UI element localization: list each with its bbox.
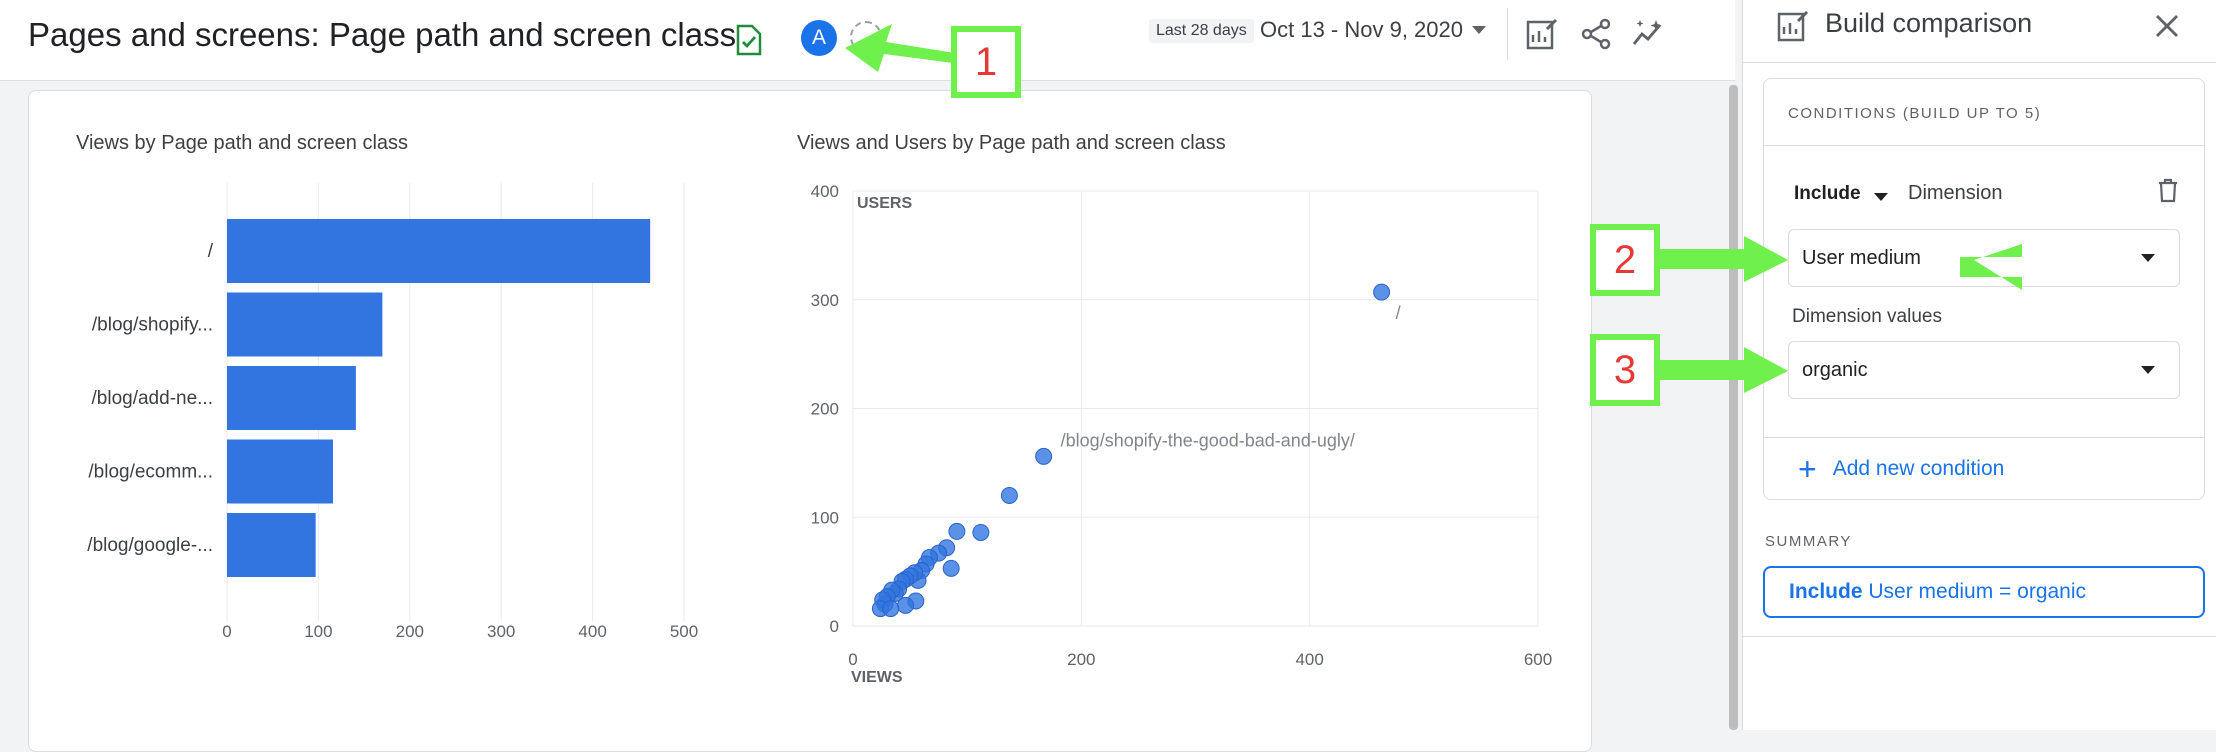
panel-divider	[1743, 636, 2216, 637]
chevron-down-icon[interactable]	[2141, 366, 2155, 374]
summary-include: Include	[1789, 580, 1863, 603]
conditions-divider	[1764, 437, 2204, 438]
charts-card: Views by Page path and screen class 0 100…	[28, 90, 1592, 752]
x-tick-label: 400	[578, 622, 606, 641]
segment-a-chip[interactable]: A	[801, 20, 837, 56]
category-label: /blog/ecomm...	[88, 462, 213, 483]
y-tick-label: 200	[811, 400, 839, 419]
report-header: Pages and screens: Page path and screen …	[0, 0, 1735, 81]
data-point	[972, 523, 990, 541]
header-divider	[1507, 8, 1508, 60]
bar	[227, 366, 356, 430]
dimension-values-select-value: organic	[1802, 359, 1868, 381]
y-axis-label: USERS	[857, 195, 912, 212]
insights-icon[interactable]	[1632, 17, 1666, 51]
annotation-1: 1	[951, 26, 1021, 98]
data-point	[882, 600, 900, 618]
y-tick-label: 300	[811, 291, 839, 310]
close-icon[interactable]	[2153, 12, 2181, 40]
x-tick-label: 0	[848, 650, 857, 669]
bar-chart: 0 100 200 300 400 500 / /blog/shopify... /blog/a…	[87, 183, 698, 641]
x-tick-label: 600	[1524, 650, 1552, 669]
point-label: /	[1396, 303, 1401, 323]
x-tick-label: 500	[670, 622, 698, 641]
category-label: /blog/shopify...	[92, 315, 213, 336]
add-comparison-icon[interactable]	[850, 21, 882, 53]
delete-icon[interactable]	[2156, 177, 2180, 203]
dimension-select[interactable]: User medium	[1788, 229, 2180, 287]
data-point	[1035, 447, 1053, 465]
data-point	[948, 522, 966, 540]
report-check-icon[interactable]	[734, 24, 764, 56]
category-label: /	[208, 241, 214, 262]
panel-title: Build comparison	[1825, 8, 2033, 38]
chevron-down-icon[interactable]	[1472, 26, 1486, 34]
bar	[227, 513, 316, 577]
customize-report-icon[interactable]	[1525, 17, 1559, 51]
add-new-condition-label: Add new condition	[1832, 457, 2005, 480]
x-tick-label: 100	[304, 622, 332, 641]
bar-chart-title: Views by Page path and screen class	[76, 132, 409, 154]
x-tick-label: 400	[1295, 650, 1323, 669]
chevron-down-icon[interactable]	[1874, 193, 1888, 201]
y-tick-label: 100	[811, 508, 839, 527]
category-label: /blog/google-...	[87, 535, 213, 556]
page-title: Pages and screens: Page path and screen …	[28, 16, 737, 53]
date-preset-label: Last 28 days	[1149, 19, 1254, 43]
summary-heading: SUMMARY	[1765, 533, 1852, 550]
data-point	[1373, 283, 1391, 301]
share-icon[interactable]	[1579, 17, 1613, 51]
x-tick-label: 0	[222, 622, 231, 641]
panel-divider	[1743, 62, 2216, 63]
y-tick-label: 400	[811, 182, 839, 201]
include-dropdown[interactable]: Include	[1794, 183, 1861, 204]
dimension-values-label: Dimension values	[1792, 306, 1942, 327]
conditions-heading: CONDITIONS (BUILD UP TO 5)	[1788, 105, 2042, 122]
bar	[227, 439, 334, 504]
data-point	[1000, 487, 1018, 504]
x-axis-label: VIEWS	[851, 669, 903, 686]
dimension-label: Dimension	[1908, 182, 2003, 204]
dimension-values-select[interactable]: organic	[1788, 341, 2180, 399]
bar	[227, 219, 651, 283]
plus-icon: +	[1798, 451, 1817, 487]
annotation-2: 2	[1590, 224, 1660, 296]
scrollbar[interactable]	[1729, 85, 1738, 730]
customize-report-icon	[1777, 10, 1809, 42]
build-comparison-panel: Build comparison CONDITIONS (BUILD UP TO…	[1742, 0, 2216, 730]
y-tick-label: 0	[830, 617, 839, 636]
conditions-box: CONDITIONS (BUILD UP TO 5) Include Dimen…	[1763, 78, 2205, 500]
add-new-condition-button[interactable]: + Add new condition	[1798, 451, 2005, 487]
summary-chip[interactable]: Include User medium = organic	[1763, 566, 2205, 618]
category-label: /blog/add-ne...	[92, 388, 213, 409]
x-tick-label: 200	[1067, 650, 1095, 669]
data-point	[942, 559, 960, 577]
chevron-down-icon[interactable]	[2141, 254, 2155, 262]
bar	[227, 292, 383, 357]
conditions-divider	[1764, 145, 2204, 146]
x-tick-label: 200	[396, 622, 424, 641]
point-label: /blog/shopify-the-good-bad-and-ugly/	[1061, 430, 1355, 450]
summary-text: User medium = organic	[1862, 580, 2087, 603]
dimension-select-value: User medium	[1802, 247, 1921, 269]
scatter-chart-title: Views and Users by Page path and screen …	[797, 132, 1226, 154]
scatter-chart: 0 200 400 600 0 100 200 300 400 VIEWS USERS / /blog/…	[811, 182, 1553, 686]
annotation-3: 3	[1590, 334, 1660, 406]
x-tick-label: 300	[487, 622, 515, 641]
date-range-picker[interactable]: Oct 13 - Nov 9, 2020	[1260, 17, 1463, 42]
